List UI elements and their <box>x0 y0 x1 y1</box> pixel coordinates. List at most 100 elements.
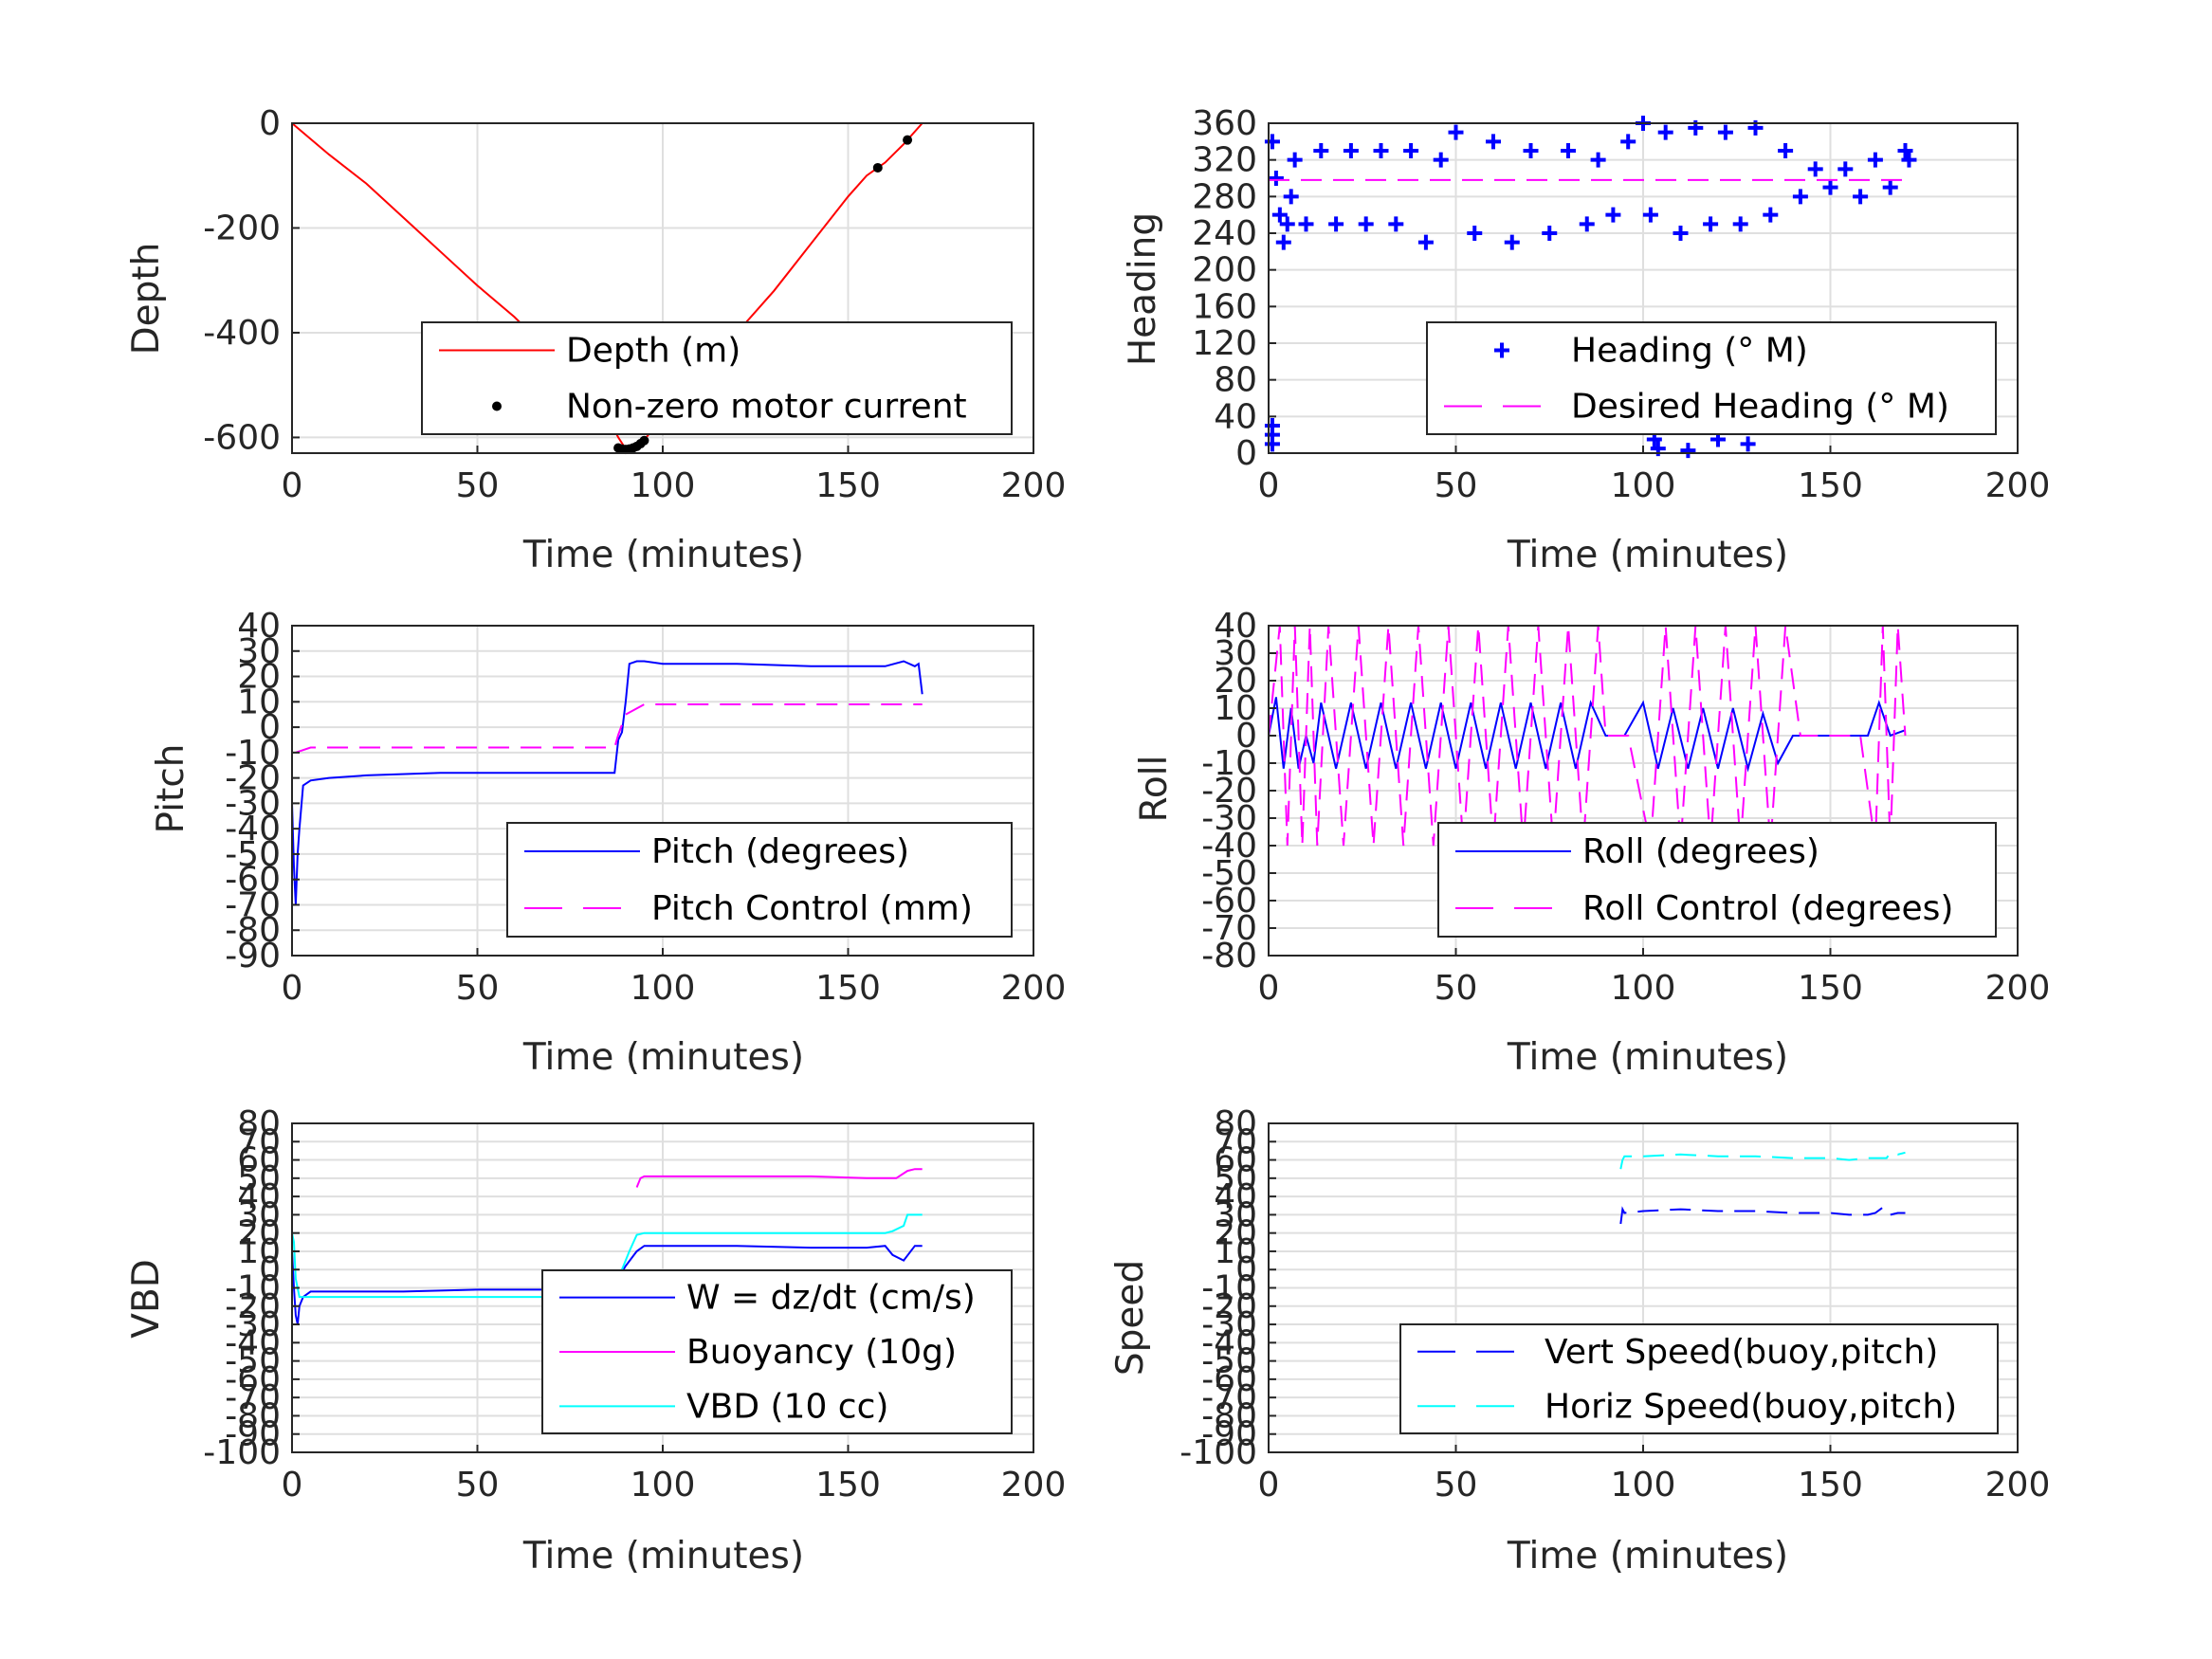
speed-series-group <box>1619 1151 1906 1225</box>
pitch-ticks: 0 50 100 150 200-90-80-70-60-50-40-30-20-100… <box>225 607 1066 1008</box>
heading-series-0-point <box>1268 171 1284 186</box>
speed-legend: Vert Speed(buoy,pitch) Horiz Speed(buoy,p… <box>1399 1323 1999 1434</box>
vbd-xtick-label: 100 <box>631 1466 696 1504</box>
heading-series-0-point <box>1373 143 1389 158</box>
speed-ytick-label: 10 <box>1214 1232 1257 1271</box>
pitch-series-1-line <box>295 703 923 754</box>
heading-series-0-point <box>1901 152 1917 168</box>
pitch-legend: Pitch (degrees) Pitch Control (mm) <box>506 822 1013 938</box>
vbd-series-2-line <box>291 1213 923 1299</box>
roll-legend-label: Roll Control (degrees) <box>1582 889 1953 928</box>
vbd-xtick-label: 200 <box>1001 1466 1067 1504</box>
roll-ytick-label: -30 <box>1201 799 1257 838</box>
pitch-legend-box <box>506 822 1013 938</box>
speed-legend-box <box>1399 1323 1999 1434</box>
speed-xtick-label: 150 <box>1798 1466 1863 1504</box>
roll-ticks: 0 50 100 150 200-80-70-60-50-40-30-20-100102… <box>1201 607 2050 1008</box>
speed-ytick-label: -20 <box>1201 1287 1257 1326</box>
pitch-ytick-label: -20 <box>225 759 281 798</box>
vbd-legend-label: Buoyancy (10g) <box>686 1333 957 1372</box>
heading-xtick-label: 150 <box>1798 466 1863 505</box>
heading-ytick-label: 160 <box>1192 287 1257 326</box>
heading-series-0-point <box>1590 152 1606 168</box>
vbd-legend: W = dz/dt (cm/s) Buoyancy (10g) VBD (10 cc… <box>541 1269 1013 1434</box>
heading-xtick-label: 50 <box>1435 466 1478 505</box>
roll-ytick-label: -60 <box>1201 882 1257 921</box>
roll-legend-label: Roll (degrees) <box>1582 832 1819 871</box>
vbd-ytick-label: 10 <box>237 1232 281 1271</box>
depth-xtick-label: 0 <box>282 466 303 505</box>
vbd-ytick-label: -20 <box>225 1287 281 1326</box>
depth-ytick-label: -200 <box>203 209 281 247</box>
heading-series-0-point <box>1703 216 1719 232</box>
speed-ytick-label: 70 <box>1214 1122 1257 1161</box>
speed-ytick-label: -90 <box>1201 1415 1257 1454</box>
roll-ytick-label: -20 <box>1201 772 1257 811</box>
vbd-panel: VBD Time (minutes) 0 50 100 150 200-100-90-8… <box>125 1104 1066 1577</box>
speed-ytick-label: -60 <box>1201 1360 1257 1399</box>
vbd-ytick-label: 40 <box>237 1177 281 1216</box>
heading-series-0-point <box>1792 189 1808 205</box>
heading-series-0-point <box>1657 124 1673 140</box>
speed-legend-label: Horiz Speed(buoy,pitch) <box>1545 1387 1957 1426</box>
vbd-xtick-label: 0 <box>282 1466 303 1504</box>
heading-ytick-label: 80 <box>1214 361 1257 400</box>
heading-series-0-point <box>1717 124 1733 140</box>
vbd-ytick-label: -80 <box>225 1396 281 1435</box>
pitch-ytick-label: -90 <box>225 937 281 975</box>
vbd-ytick-label: 80 <box>237 1104 281 1143</box>
vbd-ytick-label: -40 <box>225 1323 281 1362</box>
heading-series-0-point <box>1542 226 1558 241</box>
pitch-xtick-label: 200 <box>1001 969 1067 1008</box>
roll-ylabel: Roll <box>1133 756 1176 823</box>
speed-ytick-label: -40 <box>1201 1323 1257 1362</box>
vbd-ytick-label: 30 <box>237 1195 281 1234</box>
heading-series-0-point <box>1287 152 1303 168</box>
roll-ytick-label: 30 <box>1214 634 1257 673</box>
depth-xtick-label: 50 <box>456 466 500 505</box>
heading-series-0-point <box>1358 216 1374 232</box>
roll-ytick-label: -70 <box>1201 909 1257 948</box>
heading-series-0-point <box>1778 143 1794 158</box>
heading-series-0-point <box>1673 226 1689 241</box>
heading-xtick-label: 100 <box>1611 466 1676 505</box>
heading-series-0-point <box>1822 179 1838 195</box>
roll-legend: Roll (degrees) Roll Control (degrees) <box>1437 822 1997 938</box>
pitch-ytick-label: 30 <box>237 632 281 671</box>
roll-series-group <box>1268 625 1907 847</box>
pitch-ytick-label: -30 <box>225 784 281 823</box>
heading-ytick-label: 320 <box>1192 141 1257 180</box>
pitch-panel: Pitch Time (minutes) 0 50 100 150 200-90-80-… <box>150 607 1066 1079</box>
pitch-xtick-label: 0 <box>282 969 303 1008</box>
speed-ytick-label: -50 <box>1201 1342 1257 1381</box>
roll-ytick-label: -80 <box>1201 937 1257 975</box>
pitch-ytick-label: 0 <box>259 708 281 747</box>
heading-series-0-point <box>1642 207 1658 223</box>
depth-ytick-label: -400 <box>203 314 281 353</box>
heading-legend-label: Heading (° M) <box>1571 332 1808 371</box>
roll-panel: Roll Time (minutes) 0 50 100 150 200-80-70-6… <box>1133 607 2050 1079</box>
vbd-ticks: 0 50 100 150 200-100-90-80-70-60-50-40-30-20… <box>203 1104 1066 1504</box>
speed-ytick-label: -30 <box>1201 1305 1257 1344</box>
speed-ytick-label: -70 <box>1201 1378 1257 1417</box>
heading-series-0-point <box>1283 189 1299 205</box>
speed-ticks: 0 50 100 150 200-100-90-80-70-60-50-40-30-20… <box>1179 1104 2050 1504</box>
roll-ytick-label: 40 <box>1214 607 1257 646</box>
heading-series-0-point <box>1763 207 1779 223</box>
vbd-ytick-label: -100 <box>203 1433 281 1472</box>
heading-series-0-point <box>1680 443 1696 459</box>
vbd-ytick-label: -10 <box>225 1269 281 1308</box>
heading-legend: Heading (° M) Desired Heading (° M) <box>1426 321 1997 435</box>
pitch-xtick-label: 150 <box>815 969 881 1008</box>
heading-series-0-point <box>1313 143 1329 158</box>
heading-series-0-point <box>1897 143 1913 158</box>
pitch-xtick-label: 100 <box>631 969 696 1008</box>
pitch-ytick-label: -70 <box>225 885 281 924</box>
roll-series-0-line <box>1268 697 1906 773</box>
vbd-xlabel: Time (minutes) <box>522 1535 804 1577</box>
depth-legend: Depth (m) Non-zero motor current <box>421 321 1013 435</box>
pitch-ytick-label: -40 <box>225 810 281 848</box>
heading-ytick-label: 280 <box>1192 177 1257 216</box>
vbd-ytick-label: 50 <box>237 1159 281 1198</box>
pitch-ytick-label: 20 <box>237 658 281 697</box>
